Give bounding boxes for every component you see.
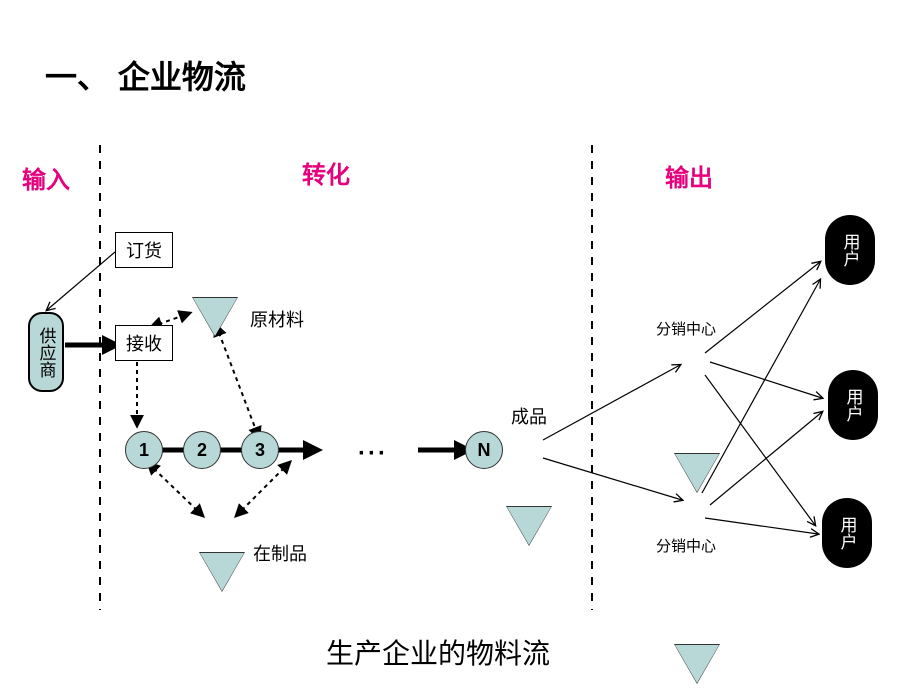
user-2: 用户 bbox=[828, 370, 878, 440]
subtitle: 生产企业的物料流 bbox=[326, 632, 550, 672]
wip-label: 在制品 bbox=[253, 540, 307, 566]
dist-center-2 bbox=[675, 645, 719, 683]
section-transform: 转化 bbox=[302, 155, 350, 190]
finished-label: 成品 bbox=[511, 403, 547, 429]
section-input: 输入 bbox=[22, 160, 70, 195]
supplier-node: 供应商 bbox=[28, 312, 64, 392]
process-n: N bbox=[465, 431, 503, 469]
ellipsis: ··· bbox=[358, 440, 388, 468]
section-output: 输出 bbox=[665, 158, 713, 193]
process-3: 3 bbox=[241, 431, 279, 469]
page-title: 一、 企业物流 bbox=[45, 52, 246, 98]
dist-center-1 bbox=[675, 454, 719, 492]
user-1: 用户 bbox=[825, 215, 875, 285]
raw-material-triangle bbox=[193, 298, 237, 336]
order-box: 订货 bbox=[115, 232, 173, 268]
user-3: 用户 bbox=[822, 498, 872, 568]
wip-triangle bbox=[200, 553, 244, 591]
dist-center-2-label: 分销中心 bbox=[656, 535, 716, 556]
process-2: 2 bbox=[183, 431, 221, 469]
raw-material-label: 原材料 bbox=[250, 306, 304, 332]
dist-center-1-label: 分销中心 bbox=[656, 318, 716, 339]
receive-box: 接收 bbox=[115, 325, 173, 361]
diagram-canvas: 一、 企业物流 输入 转化 输出 供应商 订货 接收 原材料 在制品 1 2 3… bbox=[0, 0, 920, 690]
finished-triangle bbox=[507, 507, 551, 545]
process-1: 1 bbox=[125, 431, 163, 469]
